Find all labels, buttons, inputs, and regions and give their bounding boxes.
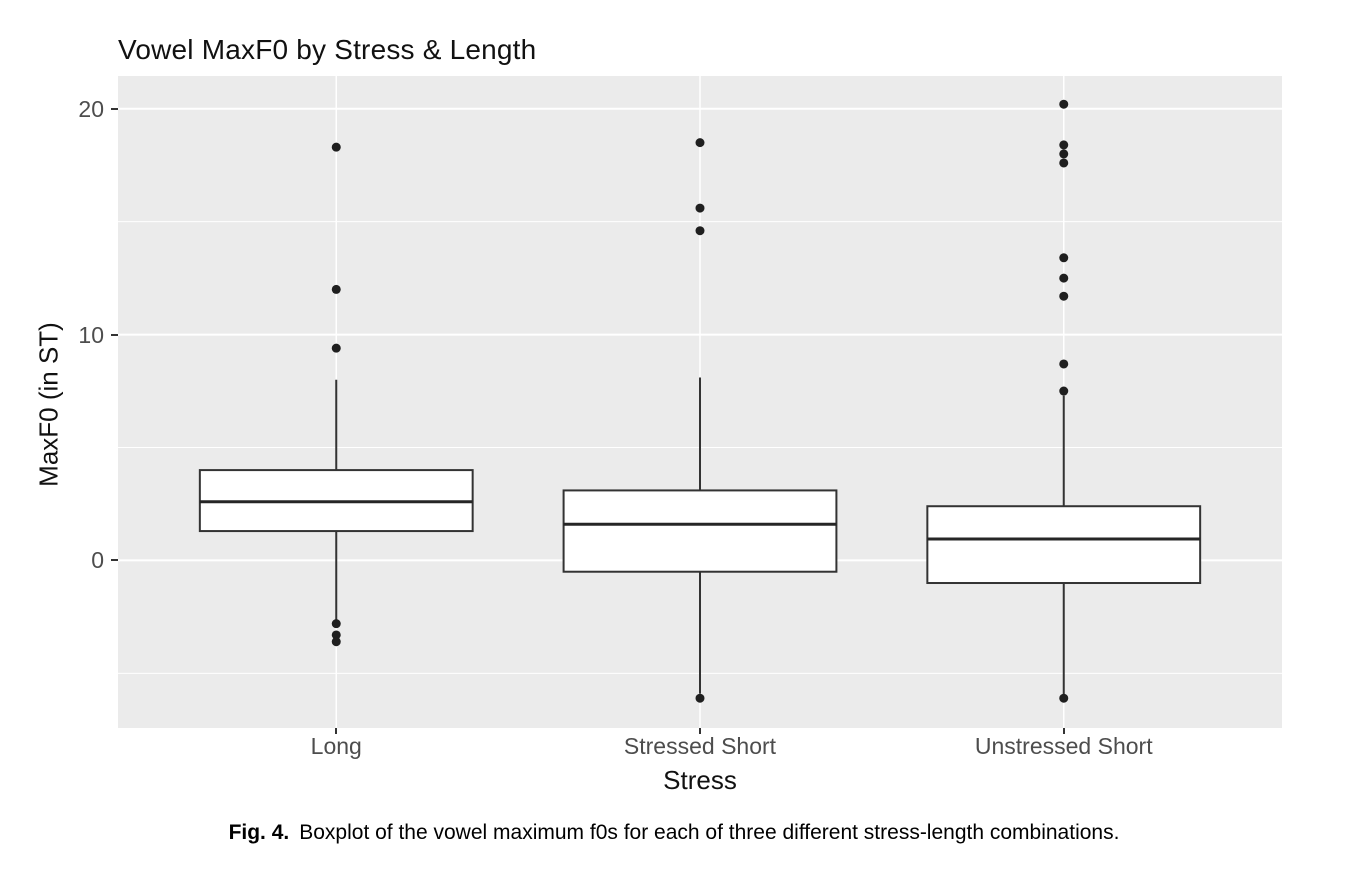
- y-axis-title: MaxF0 (in ST): [33, 322, 64, 487]
- outlier-point: [695, 203, 705, 213]
- outlier-point: [331, 637, 341, 647]
- x-axis-title: Stress: [663, 765, 737, 795]
- outlier-point: [695, 226, 705, 236]
- outlier-point: [331, 630, 341, 640]
- x-tick-mark: [699, 728, 701, 734]
- outlier-point: [1059, 99, 1069, 109]
- y-tick-mark: [111, 333, 118, 336]
- outlier-point: [1059, 291, 1069, 301]
- outlier-point: [1059, 359, 1069, 369]
- figure-caption-label: Fig. 4.: [228, 821, 290, 844]
- chart-title: Vowel MaxF0 by Stress & Length: [118, 34, 537, 65]
- outlier-point: [331, 142, 341, 152]
- outlier-point: [1059, 386, 1069, 396]
- x-tick-label: Unstressed Short: [974, 733, 1153, 759]
- plot-panel: [118, 76, 1282, 728]
- y-tick-mark: [111, 107, 118, 110]
- y-tick-mark: [111, 559, 118, 562]
- x-tick-mark: [1062, 728, 1065, 734]
- x-tick-label: Long: [310, 733, 362, 759]
- outlier-point: [1059, 149, 1069, 159]
- figure-caption: Fig. 4. Boxplot of the vowel maximum f0s …: [0, 821, 1348, 845]
- boxplot-canvas: [118, 76, 1282, 728]
- outlier-point: [1059, 140, 1069, 150]
- box-iqr: [926, 505, 1202, 585]
- figure-caption-text: Boxplot of the vowel maximum f0s for eac…: [299, 821, 1120, 844]
- outlier-point: [1059, 253, 1069, 263]
- outlier-point: [331, 284, 341, 294]
- y-tick-label: 0: [91, 547, 104, 574]
- x-tick-mark: [335, 728, 338, 734]
- outlier-point: [331, 619, 341, 629]
- outlier-point: [695, 138, 705, 148]
- outlier-point: [1059, 273, 1069, 283]
- y-tick-label: 10: [78, 321, 104, 348]
- outlier-point: [695, 693, 705, 703]
- box-iqr: [562, 489, 838, 573]
- outlier-point: [331, 343, 341, 353]
- y-tick-label: 20: [78, 95, 104, 122]
- outlier-point: [1059, 158, 1069, 168]
- outlier-point: [1059, 693, 1069, 703]
- x-tick-label: Stressed Short: [623, 733, 777, 759]
